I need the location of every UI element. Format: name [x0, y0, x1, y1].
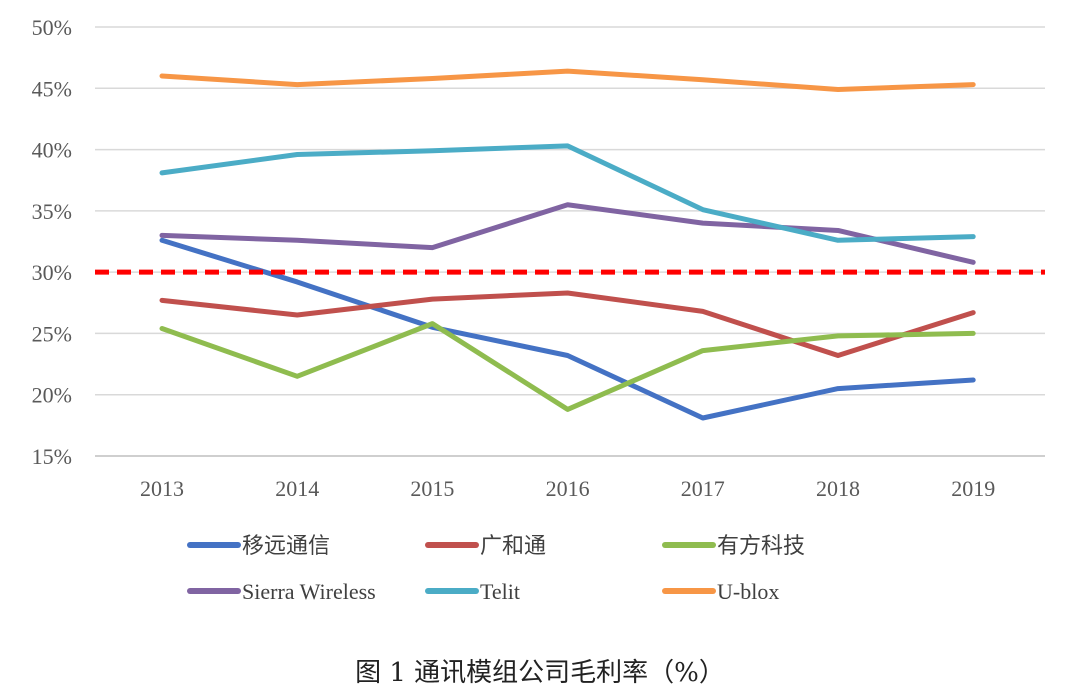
y-tick-label: 30% [32, 260, 72, 285]
legend-label: Telit [480, 579, 520, 604]
legend-label: 有方科技 [717, 533, 805, 558]
x-tick-label: 2019 [951, 476, 995, 501]
gridlines [95, 26, 1045, 457]
series-line-Telit [159, 143, 976, 243]
legend-label: U-blox [717, 579, 779, 604]
y-tick-label: 45% [32, 76, 72, 101]
series-line-U-blox [159, 68, 976, 93]
x-tick-label: 2018 [816, 476, 860, 501]
series-line-广和通 [159, 290, 976, 358]
legend: 移远通信 广和通 有方科技 Sierra Wireless Telit U-blox [187, 533, 805, 604]
y-tick-label: 15% [32, 444, 72, 469]
y-tick-label: 40% [32, 138, 72, 163]
y-tick-label: 35% [32, 199, 72, 224]
series-line-有方科技 [159, 321, 976, 412]
series-line-移远通信 [159, 237, 976, 421]
x-tick-label: 2017 [681, 476, 725, 501]
series-line-Sierra Wireless [159, 202, 976, 265]
x-tick-label: 2016 [546, 476, 590, 501]
x-tick-label: 2013 [140, 476, 184, 501]
chart-caption: 图 1 通讯模组公司毛利率（%） [355, 658, 725, 688]
series-lines [159, 68, 976, 421]
legend-label: Sierra Wireless [242, 579, 376, 604]
x-tick-label: 2014 [275, 476, 319, 501]
x-tick-label: 2015 [410, 476, 454, 501]
legend-label: 移远通信 [242, 533, 330, 558]
y-tick-label: 50% [32, 15, 72, 40]
x-axis-ticks: 2013 2014 2015 2016 2017 2018 2019 [140, 476, 995, 501]
y-tick-label: 25% [32, 321, 72, 346]
y-tick-label: 20% [32, 383, 72, 408]
legend-label: 广和通 [480, 533, 546, 558]
y-axis-ticks: 15% 20% 25% 30% 35% 40% 45% 50% [32, 15, 72, 469]
